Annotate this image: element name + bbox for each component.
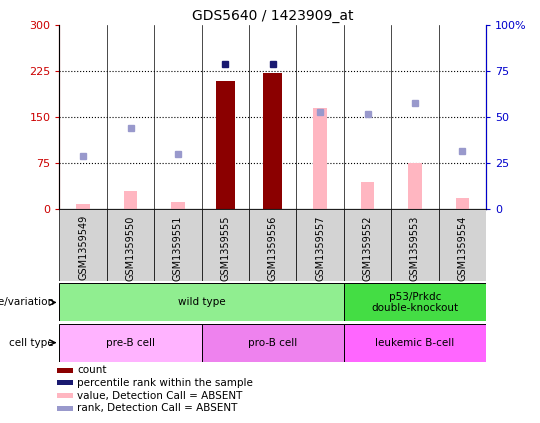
Bar — [456, 198, 469, 209]
Title: GDS5640 / 1423909_at: GDS5640 / 1423909_at — [192, 9, 354, 23]
Text: GSM1359555: GSM1359555 — [220, 215, 230, 280]
Text: wild type: wild type — [178, 297, 225, 308]
Text: GSM1359552: GSM1359552 — [362, 215, 373, 280]
Bar — [201, 324, 344, 362]
Bar — [59, 324, 201, 362]
Bar — [249, 209, 296, 281]
Bar — [344, 324, 486, 362]
Bar — [59, 283, 344, 321]
Bar — [263, 73, 282, 209]
Bar — [77, 204, 90, 209]
Text: value, Detection Call = ABSENT: value, Detection Call = ABSENT — [77, 390, 242, 401]
Bar — [216, 81, 235, 209]
Bar — [201, 209, 249, 281]
Text: GSM1359553: GSM1359553 — [410, 215, 420, 280]
Text: pre-B cell: pre-B cell — [106, 338, 155, 348]
Bar — [171, 202, 185, 209]
Bar — [438, 209, 486, 281]
Bar — [344, 283, 486, 321]
Bar — [107, 209, 154, 281]
Bar — [361, 182, 374, 209]
Text: GSM1359556: GSM1359556 — [268, 215, 278, 280]
Bar — [391, 209, 438, 281]
Text: genotype/variation: genotype/variation — [0, 297, 54, 308]
Text: GSM1359550: GSM1359550 — [125, 215, 136, 280]
Bar — [57, 368, 73, 373]
Text: GSM1359549: GSM1359549 — [78, 215, 88, 280]
Bar — [313, 108, 327, 209]
Text: percentile rank within the sample: percentile rank within the sample — [77, 378, 253, 388]
Bar — [59, 209, 107, 281]
Text: GSM1359557: GSM1359557 — [315, 215, 325, 280]
Bar — [296, 209, 344, 281]
Bar — [154, 209, 201, 281]
Text: p53/Prkdc
double-knockout: p53/Prkdc double-knockout — [372, 291, 458, 313]
Bar — [124, 191, 137, 209]
Bar — [408, 163, 422, 209]
Text: leukemic B-cell: leukemic B-cell — [375, 338, 455, 348]
Text: pro-B cell: pro-B cell — [248, 338, 298, 348]
Text: GSM1359554: GSM1359554 — [457, 215, 467, 280]
Text: cell type: cell type — [9, 338, 54, 348]
Bar — [57, 406, 73, 411]
Bar — [57, 380, 73, 385]
Text: GSM1359551: GSM1359551 — [173, 215, 183, 280]
Bar — [57, 393, 73, 398]
Bar — [344, 209, 391, 281]
Text: count: count — [77, 365, 106, 375]
Text: rank, Detection Call = ABSENT: rank, Detection Call = ABSENT — [77, 403, 238, 413]
